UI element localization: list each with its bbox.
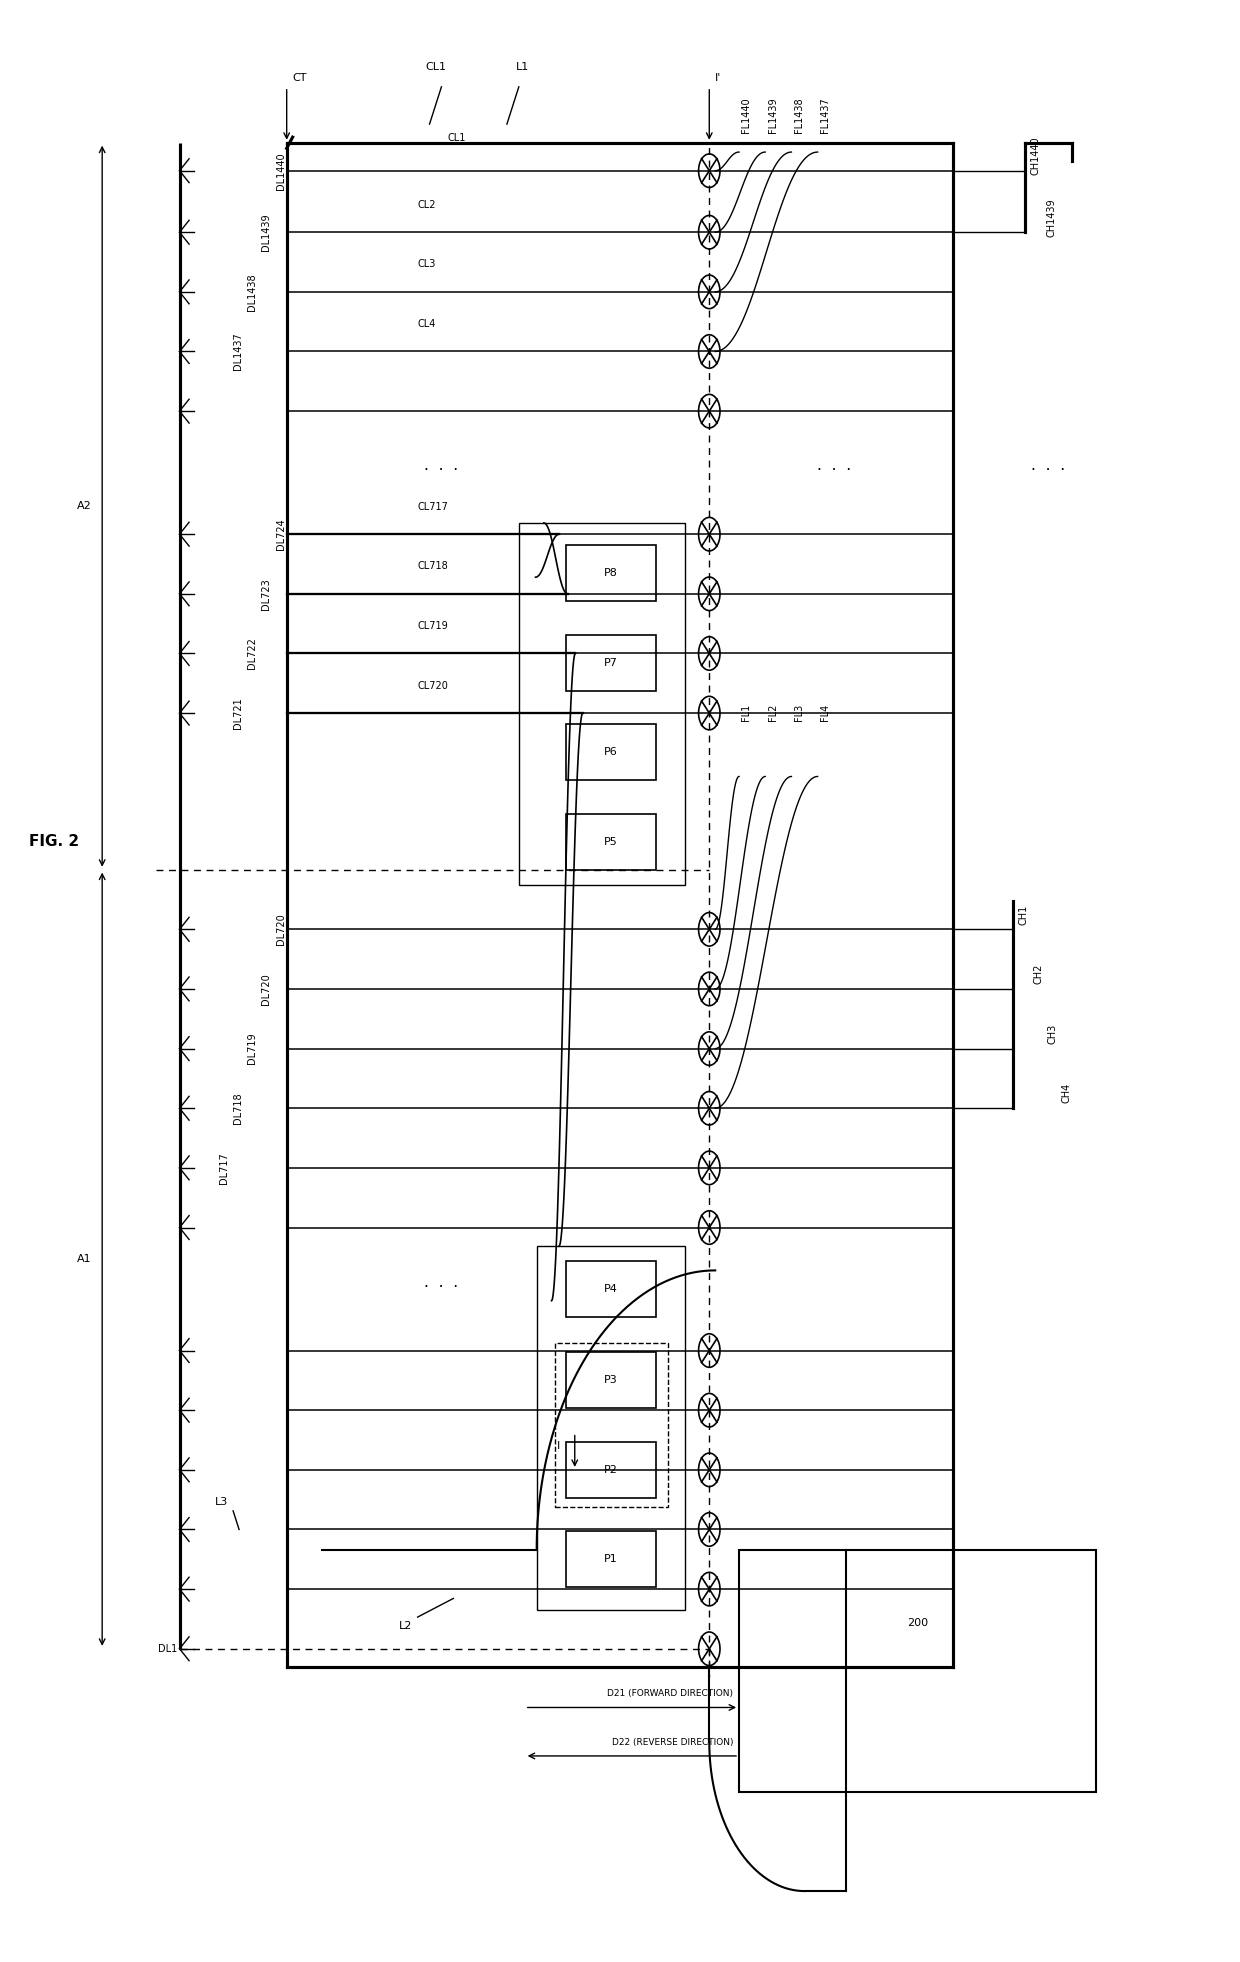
Bar	[739, 1550, 1096, 1793]
Text: ·  ·  ·: · · ·	[424, 463, 459, 479]
Text: FL4: FL4	[820, 702, 830, 720]
Bar	[567, 545, 656, 600]
Text: L1: L1	[516, 63, 529, 73]
Text: A1: A1	[77, 1254, 92, 1264]
Text: P3: P3	[604, 1375, 618, 1385]
Text: P6: P6	[604, 748, 618, 757]
Text: DL1438: DL1438	[247, 273, 257, 310]
Text: DL1440: DL1440	[275, 151, 285, 190]
Text: DL721: DL721	[233, 697, 243, 730]
Bar	[567, 1530, 656, 1587]
Text: CH1: CH1	[1019, 904, 1029, 924]
Text: CL1: CL1	[425, 63, 446, 73]
Text: P4: P4	[604, 1283, 618, 1295]
Text: P2: P2	[604, 1466, 618, 1475]
Text: FL1437: FL1437	[820, 98, 830, 133]
Bar	[567, 724, 656, 781]
Text: FIG. 2: FIG. 2	[30, 834, 79, 850]
Bar	[537, 1246, 686, 1609]
Text: FL3: FL3	[794, 702, 804, 720]
Text: CH1439: CH1439	[1047, 198, 1056, 237]
Text: CL2: CL2	[418, 200, 436, 210]
Text: L3: L3	[215, 1497, 228, 1507]
Text: DL718: DL718	[233, 1093, 243, 1124]
Text: ·  ·  ·: · · ·	[424, 1279, 459, 1295]
Text: P5: P5	[604, 836, 618, 848]
Bar	[567, 1262, 656, 1317]
Text: CH3: CH3	[1048, 1024, 1058, 1044]
Text: FL1: FL1	[742, 702, 751, 720]
Text: L2: L2	[399, 1621, 413, 1630]
Text: DL1437: DL1437	[233, 334, 243, 371]
Text: FL1440: FL1440	[742, 98, 751, 133]
Text: ·  ·  ·: · · ·	[1032, 463, 1065, 479]
Bar	[567, 814, 656, 869]
Text: DL717: DL717	[218, 1152, 228, 1183]
Bar	[567, 1352, 656, 1409]
Text: CT: CT	[293, 73, 308, 82]
Text: P7: P7	[604, 657, 618, 667]
Bar	[567, 1442, 656, 1497]
Text: CL4: CL4	[418, 320, 436, 330]
Text: CH2: CH2	[1033, 963, 1043, 985]
Text: DL1439: DL1439	[262, 214, 272, 251]
Text: P8: P8	[604, 569, 618, 579]
Text: I: I	[557, 1442, 559, 1452]
Text: DL724: DL724	[275, 518, 285, 549]
Text: FL2: FL2	[768, 702, 777, 720]
Bar	[567, 636, 656, 691]
Text: FL1439: FL1439	[768, 98, 777, 133]
Text: D22 (REVERSE DIRECTION): D22 (REVERSE DIRECTION)	[611, 1738, 733, 1746]
Text: DL722: DL722	[247, 638, 257, 669]
Text: CL3: CL3	[418, 259, 436, 269]
Text: DL720: DL720	[262, 973, 272, 1005]
Text: CL718: CL718	[418, 561, 449, 571]
Text: DL1: DL1	[157, 1644, 177, 1654]
Text: CH1440: CH1440	[1030, 137, 1040, 175]
Text: CH4: CH4	[1061, 1083, 1071, 1103]
Bar	[518, 524, 686, 885]
Text: CL1: CL1	[448, 133, 466, 143]
Text: P1: P1	[604, 1554, 618, 1564]
Text: DL723: DL723	[262, 579, 272, 610]
Text: A2: A2	[77, 500, 92, 512]
Text: DL719: DL719	[247, 1032, 257, 1065]
Text: I': I'	[715, 73, 722, 82]
Text: 200: 200	[906, 1619, 929, 1628]
Text: CL719: CL719	[418, 622, 449, 632]
Bar	[554, 1344, 667, 1507]
Text: FL1438: FL1438	[794, 98, 804, 133]
Text: CL717: CL717	[418, 502, 449, 512]
Text: DL720: DL720	[275, 914, 285, 946]
Text: D21 (FORWARD DIRECTION): D21 (FORWARD DIRECTION)	[608, 1689, 733, 1699]
Text: CL720: CL720	[418, 681, 449, 691]
Text: ·  ·  ·: · · ·	[817, 463, 852, 479]
